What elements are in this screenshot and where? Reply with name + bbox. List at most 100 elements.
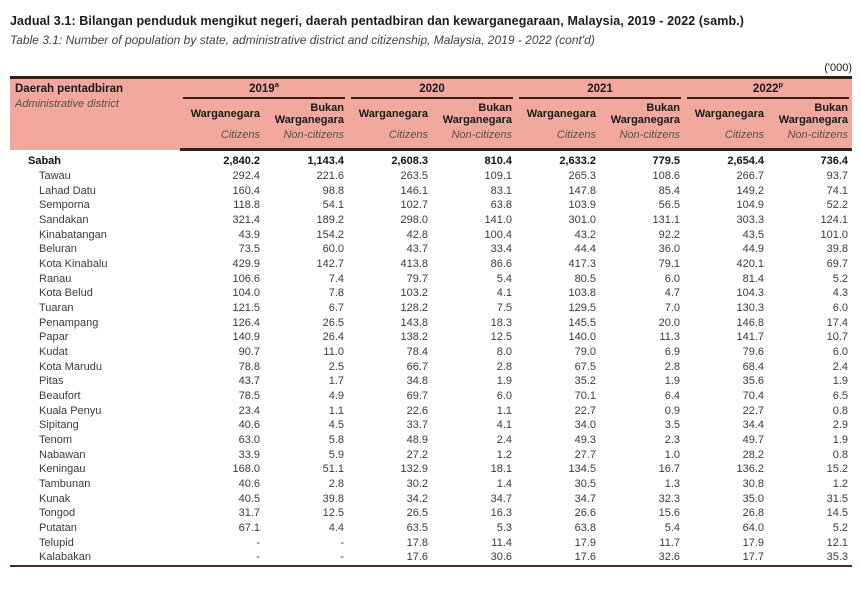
value-cell: 17.4 bbox=[826, 316, 849, 329]
value-cell: 1.4 bbox=[496, 478, 513, 491]
value-cell: 11.4 bbox=[491, 536, 513, 549]
value-cell: 39.8 bbox=[826, 243, 849, 256]
value-cell: 12.1 bbox=[826, 536, 849, 549]
value-cell: 69.7 bbox=[406, 390, 429, 403]
value-cell: 104.9 bbox=[736, 199, 765, 212]
value-cell: 145.5 bbox=[568, 316, 597, 329]
value-cell: 4.1 bbox=[496, 419, 513, 432]
district-name: Lahad Datu bbox=[39, 184, 96, 197]
value-cell: 5.8 bbox=[328, 434, 345, 447]
row-header-cell: Daerah pentadbiran Administrative distri… bbox=[10, 77, 180, 150]
year-label: 2022 bbox=[752, 83, 779, 95]
value-cell: 131.1 bbox=[652, 214, 681, 227]
citizens-header-malay: Warganegara bbox=[516, 99, 601, 126]
value-cell: 1.7 bbox=[328, 375, 345, 388]
value-cell: 67.1 bbox=[238, 522, 260, 535]
value-cell: 2,633.2 bbox=[559, 155, 597, 168]
value-cell: 70.4 bbox=[742, 390, 765, 403]
value-cell: 0.8 bbox=[832, 448, 849, 461]
value-cell: 79.6 bbox=[742, 346, 765, 359]
value-cell: 27.7 bbox=[574, 448, 597, 461]
value-cell: 18.3 bbox=[490, 316, 513, 329]
value-cell: 6.4 bbox=[664, 390, 681, 403]
value-cell: 10.7 bbox=[826, 331, 849, 344]
value-cell: 301.0 bbox=[568, 214, 597, 227]
table-row: Tongod 31.7 12.5 26.5 16.3 26.6 15.6 26.8 14.5 bbox=[10, 506, 852, 521]
district-name: Tambunan bbox=[39, 478, 91, 491]
value-cell: 15.2 bbox=[826, 463, 849, 476]
value-cell: 28.2 bbox=[742, 448, 765, 461]
value-cell: 4.4 bbox=[328, 522, 345, 535]
value-cell: 30.8 bbox=[742, 478, 765, 491]
value-cell: 63.5 bbox=[406, 522, 429, 535]
table-title-english: Table 3.1: Number of population by state… bbox=[10, 33, 595, 47]
value-cell: 102.7 bbox=[400, 199, 429, 212]
district-name: Beluran bbox=[39, 243, 77, 256]
value-cell: 11.7 bbox=[659, 536, 681, 549]
value-cell: 81.4 bbox=[742, 272, 765, 285]
value-cell: 149.2 bbox=[736, 184, 765, 197]
district-name: Kalabakan bbox=[39, 551, 91, 564]
row-header-malay: Daerah pentadbiran bbox=[15, 83, 123, 95]
value-cell: 1.9 bbox=[496, 375, 513, 388]
value-cell: 6.0 bbox=[664, 272, 681, 285]
value-cell: 17.9 bbox=[742, 536, 765, 549]
year-label: 2020 bbox=[419, 83, 445, 95]
value-cell: 49.7 bbox=[742, 434, 765, 447]
value-cell: 417.3 bbox=[568, 258, 597, 271]
value-cell: 1.2 bbox=[832, 478, 849, 491]
value-cell: 103.2 bbox=[400, 287, 429, 300]
year-header-2021: 2021 bbox=[516, 77, 685, 99]
value-cell: 154.2 bbox=[316, 228, 345, 241]
value-cell: 1.9 bbox=[832, 375, 849, 388]
value-cell: 63.8 bbox=[490, 199, 513, 212]
value-cell: 6.7 bbox=[328, 302, 345, 315]
value-cell: 2.4 bbox=[832, 360, 849, 373]
district-name: Nabawan bbox=[39, 448, 86, 461]
value-cell: - bbox=[256, 551, 260, 564]
value-cell: 54.1 bbox=[322, 199, 345, 212]
table-row: Kunak 40.5 39.8 34.2 34.7 34.7 32.3 35.0 31.5 bbox=[10, 491, 852, 506]
value-cell: 12.5 bbox=[490, 331, 513, 344]
table-row: Putatan 67.1 4.4 63.5 5.3 63.8 5.4 64.0 5.2 bbox=[10, 521, 852, 536]
table-row: Kota Marudu 78.8 2.5 66.7 2.8 67.5 2.8 68.4 2.4 bbox=[10, 359, 852, 374]
value-cell: 43.5 bbox=[742, 228, 765, 241]
value-cell: 1.1 bbox=[496, 404, 513, 417]
district-name: Sipitang bbox=[39, 419, 79, 432]
value-cell: 2.9 bbox=[832, 419, 849, 432]
value-cell: 134.5 bbox=[568, 463, 597, 476]
value-cell: 146.8 bbox=[736, 316, 765, 329]
value-cell: 103.9 bbox=[568, 199, 597, 212]
table-row: Tambunan 40.6 2.8 30.2 1.4 30.5 1.3 30.8 1.2 bbox=[10, 477, 852, 492]
value-cell: 63.0 bbox=[238, 434, 260, 447]
table-row: Keningau 168.0 51.1 132.9 18.1 134.5 16.7 136.2… bbox=[10, 462, 852, 477]
district-name: Telupid bbox=[39, 536, 74, 549]
value-cell: 160.4 bbox=[232, 184, 260, 197]
value-cell: 1.9 bbox=[832, 434, 849, 447]
value-cell: - bbox=[340, 551, 345, 564]
value-cell: 130.3 bbox=[736, 302, 765, 315]
value-cell: 143.8 bbox=[400, 316, 429, 329]
district-name: Sabah bbox=[28, 154, 62, 167]
table-row: Semporna 118.8 54.1 102.7 63.8 103.9 56.5 104.9… bbox=[10, 198, 852, 213]
year-label: 2019 bbox=[249, 83, 275, 95]
value-cell: 26.4 bbox=[322, 331, 345, 344]
value-cell: 266.7 bbox=[736, 170, 765, 182]
value-cell: 34.7 bbox=[490, 492, 513, 505]
value-cell: 4.3 bbox=[832, 287, 849, 300]
value-cell: 1.9 bbox=[664, 375, 681, 388]
value-cell: 779.5 bbox=[652, 155, 681, 168]
value-cell: 43.9 bbox=[238, 228, 260, 241]
table-row: Tenom 63.0 5.8 48.9 2.4 49.3 2.3 49.7 1.9 bbox=[10, 433, 852, 448]
district-name: Kunak bbox=[39, 492, 71, 505]
value-cell: 1,143.4 bbox=[307, 155, 345, 168]
value-cell: 44.4 bbox=[574, 243, 597, 256]
table-row: Kalabakan - - 17.6 30.6 17.6 32.6 17.7 35.3 bbox=[10, 550, 852, 566]
district-name: Penampang bbox=[39, 316, 99, 329]
district-name: Keningau bbox=[39, 463, 86, 476]
value-cell: 5.4 bbox=[664, 522, 681, 535]
noncitizens-header-malay: Bukan Warganegara bbox=[768, 99, 853, 126]
table-header: Daerah pentadbiran Administrative distri… bbox=[10, 77, 853, 151]
year-label: 2021 bbox=[587, 83, 613, 95]
value-cell: 30.5 bbox=[574, 478, 597, 491]
